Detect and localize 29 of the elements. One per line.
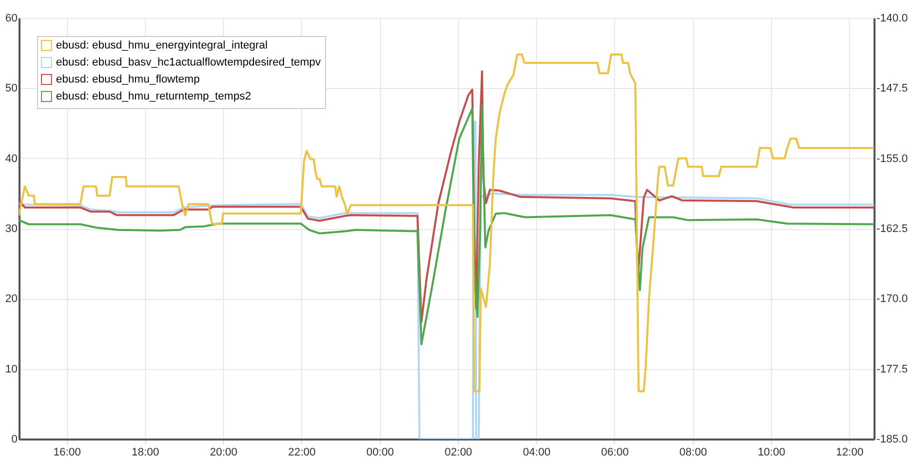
x-tick-label: 00:00 xyxy=(366,446,394,458)
y2-tick-label: -140.0 xyxy=(876,12,908,24)
legend-label: ebusd: ebusd_hmu_energyintegral_integral xyxy=(56,40,268,52)
y-tick-label: 30 xyxy=(5,223,18,235)
y-tick-label: 50 xyxy=(5,82,18,95)
y-tick-label: 60 xyxy=(5,12,18,24)
x-tick-label: 12:00 xyxy=(836,446,864,458)
y2-tick-label: -185.0 xyxy=(876,434,908,446)
y2-tick-label: -147.5 xyxy=(876,82,908,95)
x-tick-label: 20:00 xyxy=(210,446,238,458)
y-tick-label: 10 xyxy=(5,363,18,376)
x-tick-label: 10:00 xyxy=(758,446,786,458)
y2-tick-label: -155.0 xyxy=(876,152,908,165)
x-tick-label: 06:00 xyxy=(601,446,629,458)
y2-tick-label: -177.5 xyxy=(876,363,908,376)
legend-label: ebusd: ebusd_hmu_flowtemp xyxy=(56,74,200,86)
x-tick-label: 08:00 xyxy=(679,446,707,458)
y2-tick-label: -162.5 xyxy=(876,223,908,235)
y-tick-label: 40 xyxy=(5,152,18,165)
y-tick-label: 20 xyxy=(5,293,18,306)
legend-label: ebusd: ebusd_basv_hc1actualflowtempdesired_tempv xyxy=(56,56,322,68)
y2-tick-label: -170.0 xyxy=(876,293,908,306)
x-tick-label: 04:00 xyxy=(522,446,550,458)
legend-label: ebusd: ebusd_hmu_returntemp_temps2 xyxy=(56,90,252,102)
x-tick-label: 22:00 xyxy=(288,446,316,458)
x-tick-label: 16:00 xyxy=(53,446,81,458)
x-tick-label: 18:00 xyxy=(132,446,160,458)
y-tick-label: 0 xyxy=(11,434,18,446)
x-tick-label: 02:00 xyxy=(444,446,472,458)
